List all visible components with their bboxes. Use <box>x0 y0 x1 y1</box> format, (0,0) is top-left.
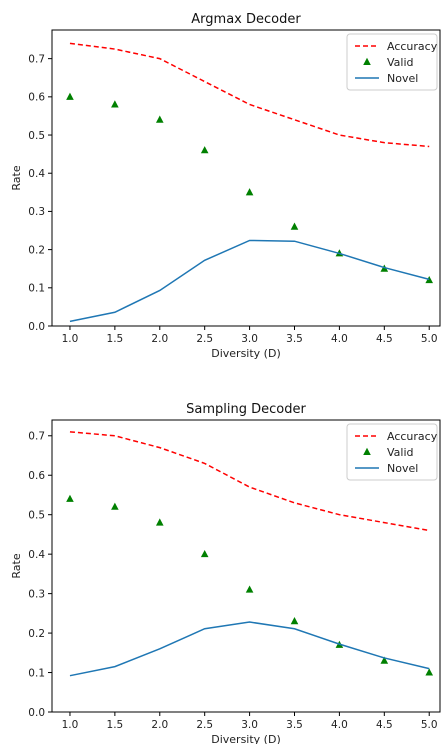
y-tick-label: 0.2 <box>28 628 45 640</box>
chart-sampling-decoder: Sampling Decoder 1.0 1.5 2.0 2.5 3.0 3.5 4.0 4.5… <box>10 402 441 744</box>
valid-point <box>66 92 74 100</box>
y-tick-label: 0.1 <box>28 667 45 679</box>
x-tick-label: 4.5 <box>376 333 393 345</box>
legend-valid-marker <box>363 57 371 65</box>
x-axis-label: Diversity (D) <box>211 733 281 744</box>
y-tick-label: 0.5 <box>28 510 45 522</box>
y-axis-label: Rate <box>10 165 23 190</box>
plot-frame <box>51 419 441 713</box>
legend-label: Valid <box>387 446 414 459</box>
accuracy-line <box>69 431 430 532</box>
legend-label: Valid <box>387 56 414 69</box>
valid-point <box>155 115 164 123</box>
y-tick-label: 0.4 <box>28 549 45 561</box>
x-tick-label: 2.0 <box>151 333 168 345</box>
y-tick-label: 0.3 <box>28 588 45 600</box>
novel-line <box>69 239 430 323</box>
valid-point <box>200 549 209 558</box>
x-axis-label: Diversity (D) <box>211 347 281 360</box>
legend: Accuracy Valid Novel <box>346 423 438 481</box>
legend-valid-marker <box>363 447 371 455</box>
y-tick-label: 0.1 <box>28 283 45 295</box>
x-tick-label: 2.5 <box>196 333 213 345</box>
y-tick-label: 0.2 <box>28 244 45 256</box>
x-tick-label: 3.5 <box>286 719 303 731</box>
novel-line <box>69 621 430 677</box>
x-tick-label: 2.5 <box>196 719 213 731</box>
valid-point <box>380 656 389 664</box>
y-tick-label: 0.6 <box>28 92 45 104</box>
x-tick-label: 4.0 <box>331 719 348 731</box>
x-tick-label: 3.0 <box>241 333 258 345</box>
valid-point <box>425 275 434 284</box>
x-tick-label: 1.5 <box>107 719 124 731</box>
y-tick-label: 0.7 <box>28 53 45 65</box>
x-tick-label: 1.0 <box>62 333 79 345</box>
x-tick-label: 3.0 <box>241 719 258 731</box>
valid-point <box>290 222 299 230</box>
legend: Accuracy Valid Novel <box>346 33 438 91</box>
y-tick-label: 0.7 <box>28 431 45 443</box>
valid-point <box>66 494 74 502</box>
valid-point <box>245 188 254 196</box>
legend-box <box>346 423 438 481</box>
y-tick-label: 0.0 <box>28 321 45 333</box>
chart-argmax-decoder: Argmax Decoder 1.0 1.5 2.0 2.5 3.0 3.5 4.0 4.5 5.… <box>10 12 441 360</box>
y-axis-label: Rate <box>10 553 23 578</box>
x-tick-label: 5.0 <box>421 333 438 345</box>
plot-frame <box>51 29 441 327</box>
y-tick-label: 0.4 <box>28 168 45 180</box>
valid-point <box>425 668 434 676</box>
legend-label: Accuracy <box>387 430 438 443</box>
y-tick-label: 0.6 <box>28 470 45 482</box>
x-tick-label: 1.5 <box>107 333 124 345</box>
chart-title: Argmax Decoder <box>191 12 301 27</box>
legend-label: Accuracy <box>387 40 438 53</box>
x-tick-label: 4.0 <box>331 333 348 345</box>
valid-point <box>200 146 209 154</box>
legend-box <box>346 33 438 91</box>
y-tick-label: 0.5 <box>28 130 45 142</box>
x-tick-label: 2.0 <box>151 719 168 731</box>
x-tick-label: 3.5 <box>286 333 303 345</box>
valid-point <box>111 100 119 108</box>
legend-label: Novel <box>387 462 418 475</box>
y-tick-label: 0.0 <box>28 707 45 719</box>
valid-point <box>245 585 254 593</box>
y-tick-label: 0.3 <box>28 206 45 218</box>
x-tick-label: 1.0 <box>62 719 79 731</box>
accuracy-line <box>69 42 430 148</box>
valid-point <box>155 518 164 526</box>
chart-title: Sampling Decoder <box>186 402 306 417</box>
x-tick-label: 4.5 <box>376 719 393 731</box>
valid-point <box>111 502 119 510</box>
valid-point <box>290 617 299 625</box>
legend-label: Novel <box>387 72 418 85</box>
x-tick-label: 5.0 <box>421 719 438 731</box>
